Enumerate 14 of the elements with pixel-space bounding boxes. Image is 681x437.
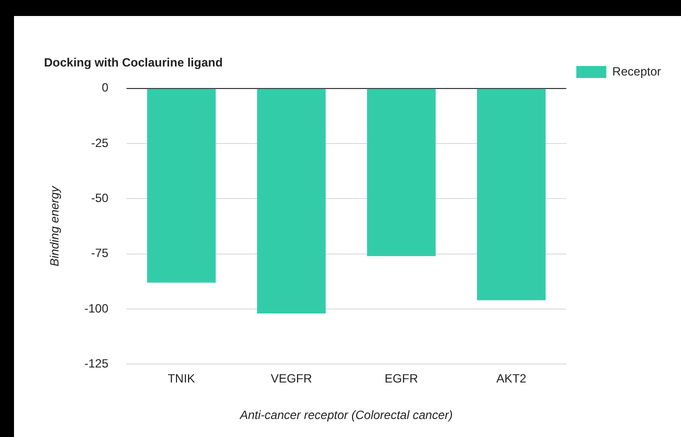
y-tick-label: -25 — [91, 136, 109, 150]
y-axis-title: Binding energy — [48, 185, 62, 266]
y-tick-label: -125 — [84, 356, 109, 371]
x-tick-label: VEGFR — [270, 372, 312, 386]
y-tick-label: -50 — [91, 191, 109, 206]
y-tick-label: -75 — [91, 246, 109, 260]
legend-label: Receptor — [612, 64, 662, 78]
y-tick-label: -100 — [84, 301, 109, 316]
x-tick-label: TNIK — [168, 372, 196, 386]
x-axis-title: Anti-cancer receptor (Colorectal cancer) — [238, 408, 453, 422]
chart-title: Docking with Coclaurine ligand — [44, 56, 223, 70]
x-tick-label: EGFR — [384, 372, 418, 386]
y-tick-label: 0 — [102, 80, 109, 95]
x-tick-label: AKT2 — [496, 372, 527, 386]
